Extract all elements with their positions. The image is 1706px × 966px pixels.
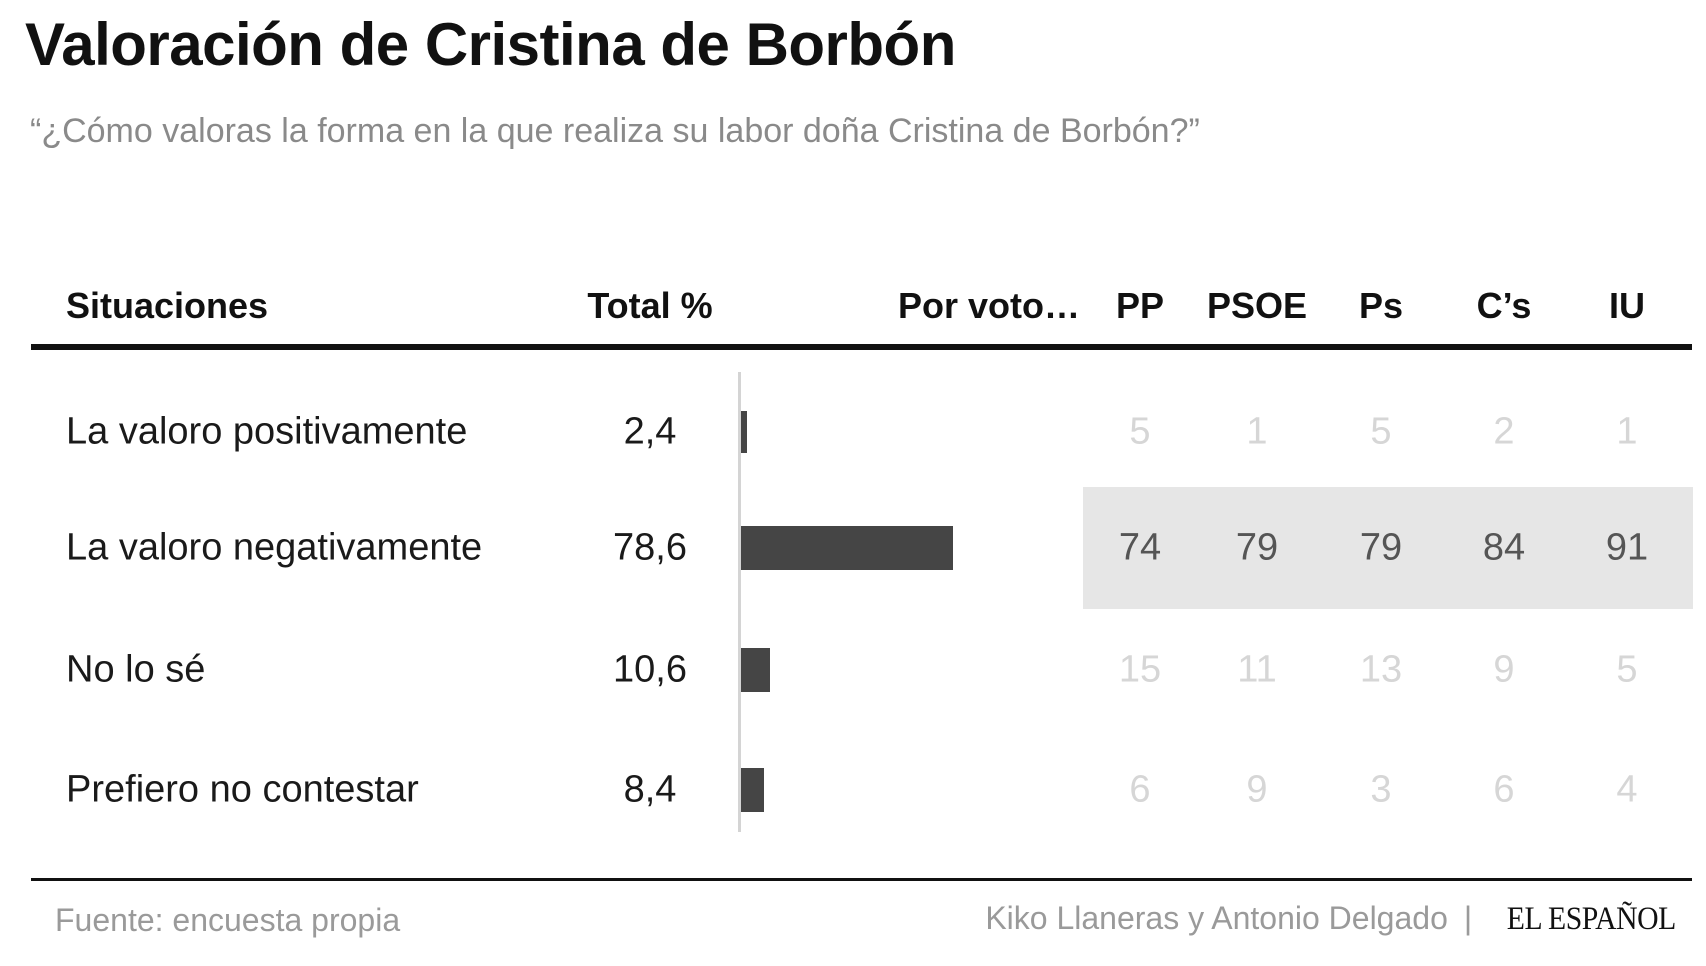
party-value: 3: [1370, 768, 1392, 811]
row-total-value: 8,4: [623, 768, 677, 811]
authors: Kiko Llaneras y Antonio Delgado: [985, 900, 1448, 936]
row-label: Prefiero no contestar: [66, 768, 419, 811]
header-party-iu: IU: [1609, 285, 1645, 326]
header-situaciones: Situaciones: [66, 285, 269, 326]
party-value: 84: [1482, 526, 1526, 569]
party-value: 2: [1493, 410, 1515, 453]
party-value: 9: [1246, 768, 1268, 811]
header-total: Total %: [587, 285, 713, 326]
brand-logo: EL ESPAÑOL: [1506, 901, 1676, 937]
header-party-ps: Ps: [1358, 285, 1404, 326]
credit-separator: |: [1463, 900, 1473, 936]
credits: Kiko Llaneras y Antonio Delgado | EL ESP…: [985, 900, 1676, 938]
party-value: 1: [1616, 410, 1638, 453]
party-value: 5: [1129, 410, 1151, 453]
party-value: 11: [1237, 648, 1277, 691]
row-total-value: 2,4: [623, 410, 677, 453]
party-value: 79: [1235, 526, 1279, 569]
source-note: Fuente: encuesta propia: [55, 902, 401, 938]
chart-title: Valoración de Cristina de Borbón: [25, 11, 956, 78]
header-party-cs: C’s: [1476, 285, 1532, 326]
party-value: 79: [1359, 526, 1403, 569]
row-total-value: 78,6: [613, 526, 687, 569]
header-party-pp: PP: [1115, 285, 1165, 326]
party-value: 5: [1370, 410, 1392, 453]
party-value: 74: [1118, 526, 1162, 569]
party-value: 91: [1605, 526, 1649, 569]
party-value: 6: [1129, 768, 1151, 811]
header-por-voto: Por voto…: [897, 285, 1080, 326]
row-label: La valoro positivamente: [66, 410, 468, 453]
footer-rule: [31, 878, 1692, 881]
bar-axis-line: [738, 372, 741, 832]
bar-total: [741, 768, 764, 812]
row-label: La valoro negativamente: [66, 526, 483, 569]
header-rule: [31, 344, 1692, 350]
party-value: 4: [1616, 768, 1638, 811]
bar-total: [741, 526, 954, 570]
bar-total: [741, 411, 748, 453]
party-value: 5: [1616, 648, 1638, 691]
party-value: 6: [1493, 768, 1515, 811]
party-value: 15: [1118, 648, 1162, 691]
row-total-value: 10,6: [613, 648, 687, 691]
highlight-band: [1083, 487, 1693, 609]
chart-subtitle: “¿Cómo valoras la forma en la que realiz…: [30, 112, 1200, 150]
party-value: 9: [1493, 648, 1515, 691]
header-party-psoe: PSOE: [1206, 285, 1308, 326]
party-value: 1: [1246, 410, 1268, 453]
party-value: 13: [1359, 648, 1403, 691]
bar-total: [741, 648, 770, 692]
row-label: No lo sé: [66, 648, 206, 691]
